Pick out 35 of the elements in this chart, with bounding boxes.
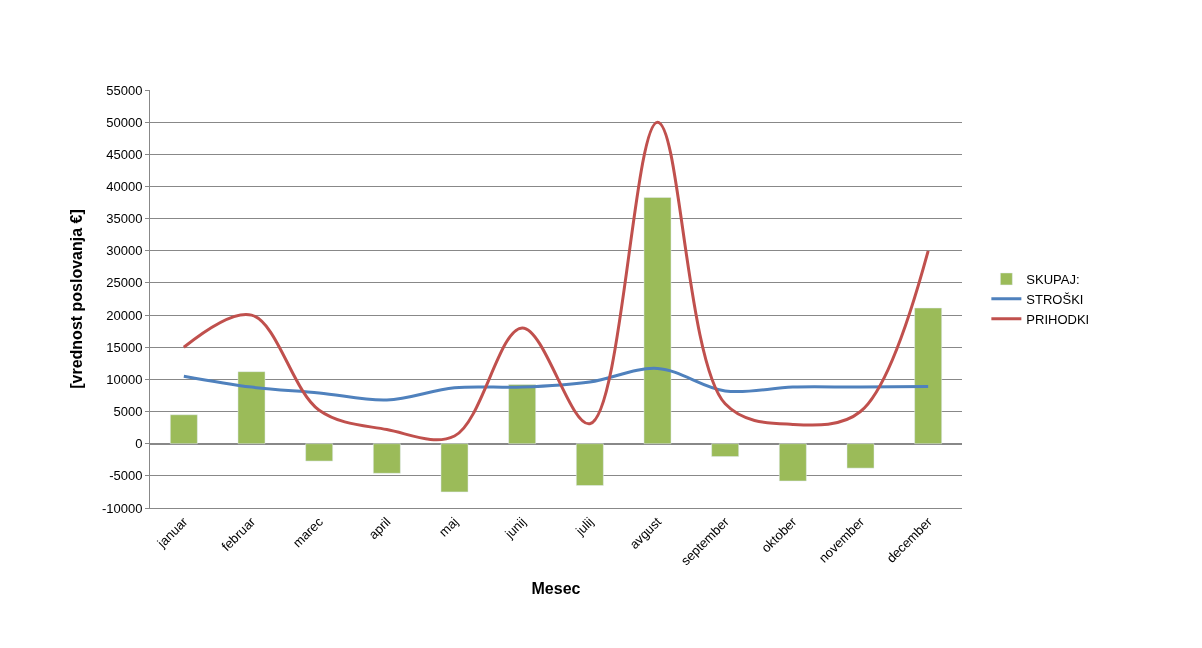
y-tick-label: 30000	[106, 243, 143, 259]
y-tick-label: -5000	[109, 468, 143, 484]
bar	[373, 443, 401, 474]
legend-label: STROŠKI	[1026, 291, 1084, 307]
y-tick-label: 15000	[106, 339, 143, 355]
y-tick-label: 55000	[106, 82, 143, 98]
bar	[846, 443, 875, 469]
line-series	[182, 366, 930, 402]
y-tick-label: -10000	[101, 500, 143, 516]
y-tick-label: 50000	[106, 114, 143, 130]
x-axis-title: Mesec	[531, 579, 581, 597]
x-tick-label: maj	[435, 514, 462, 540]
bar	[440, 443, 469, 493]
y-tick-label: 20000	[106, 307, 143, 323]
legend-label: PRIHODKI	[1026, 311, 1090, 327]
y-tick-label: 5000	[113, 404, 143, 420]
legend-label: SKUPAJ:	[1026, 272, 1080, 288]
x-tick-label: april	[365, 514, 394, 543]
y-tick-label: 35000	[106, 211, 143, 227]
bar	[508, 384, 536, 444]
y-tick-label: 45000	[106, 146, 143, 162]
bar	[643, 197, 672, 444]
bar	[711, 443, 739, 457]
bar	[237, 371, 266, 444]
y-tick-label: 0	[135, 436, 143, 452]
bar	[779, 443, 807, 482]
bar	[914, 307, 942, 444]
x-tick-label: julij	[571, 514, 597, 539]
bar	[305, 443, 333, 462]
y-tick-label: 40000	[106, 179, 143, 195]
y-tick-label: 25000	[106, 275, 143, 291]
y-tick-label: 10000	[106, 371, 143, 387]
y-axis-title: [vrednost poslovanja €]	[67, 209, 85, 389]
bar	[170, 414, 198, 444]
bar	[576, 443, 604, 486]
